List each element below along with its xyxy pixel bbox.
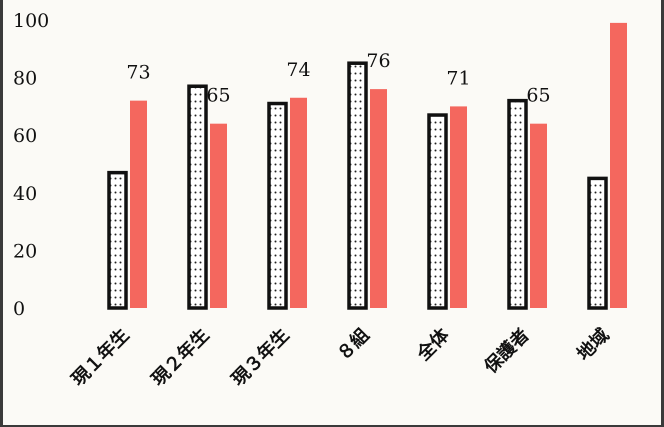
- bar-series1: [267, 101, 288, 310]
- y-tick-label: 0: [13, 298, 25, 320]
- data-label: 74: [286, 59, 310, 81]
- x-category-label: 保護者: [479, 324, 533, 378]
- bar-chart: 0 20 40 60 80 100 73 65 74 76 71 65 現１年生 現２年生 現３年生 ８組…: [13, 10, 627, 390]
- x-category-label: ８組: [333, 324, 374, 365]
- bar-series1: [507, 98, 528, 310]
- bar-series2: [210, 123, 227, 309]
- bar-series2: [290, 97, 307, 308]
- bar-series2: [450, 106, 467, 309]
- bar-series1: [587, 176, 608, 310]
- data-label: 71: [446, 67, 470, 89]
- x-category-label: 現２年生: [147, 324, 213, 390]
- y-tick-label: 80: [13, 68, 37, 90]
- bar-series1: [107, 170, 128, 310]
- y-tick-label: 20: [13, 240, 37, 262]
- x-axis: 現１年生 現２年生 現３年生 ８組 全体 保護者 地域: [67, 323, 613, 390]
- x-category-label: 現１年生: [67, 324, 133, 390]
- bar-series1: [427, 113, 448, 310]
- bar-series1: [187, 84, 208, 310]
- x-category-label: 地域: [573, 324, 614, 365]
- bar-series2: [130, 100, 147, 308]
- bar-series2: [610, 22, 627, 308]
- data-label: 65: [206, 85, 230, 107]
- y-tick-label: 40: [13, 183, 37, 205]
- y-tick-label: 60: [13, 125, 37, 147]
- bar-series2: [530, 123, 547, 309]
- data-labels-group: 73 65 74 76 71 65: [126, 50, 550, 107]
- bars-group: [107, 22, 627, 310]
- x-category-label: 現３年生: [227, 324, 293, 390]
- data-label: 76: [366, 50, 390, 72]
- bar-series1: [347, 61, 368, 310]
- data-label: 65: [526, 85, 550, 107]
- bar-series2: [370, 89, 387, 309]
- x-category-label: 全体: [412, 323, 454, 365]
- y-axis: 0 20 40 60 80 100: [13, 10, 49, 320]
- y-tick-label: 100: [13, 10, 49, 32]
- data-label: 73: [126, 62, 150, 84]
